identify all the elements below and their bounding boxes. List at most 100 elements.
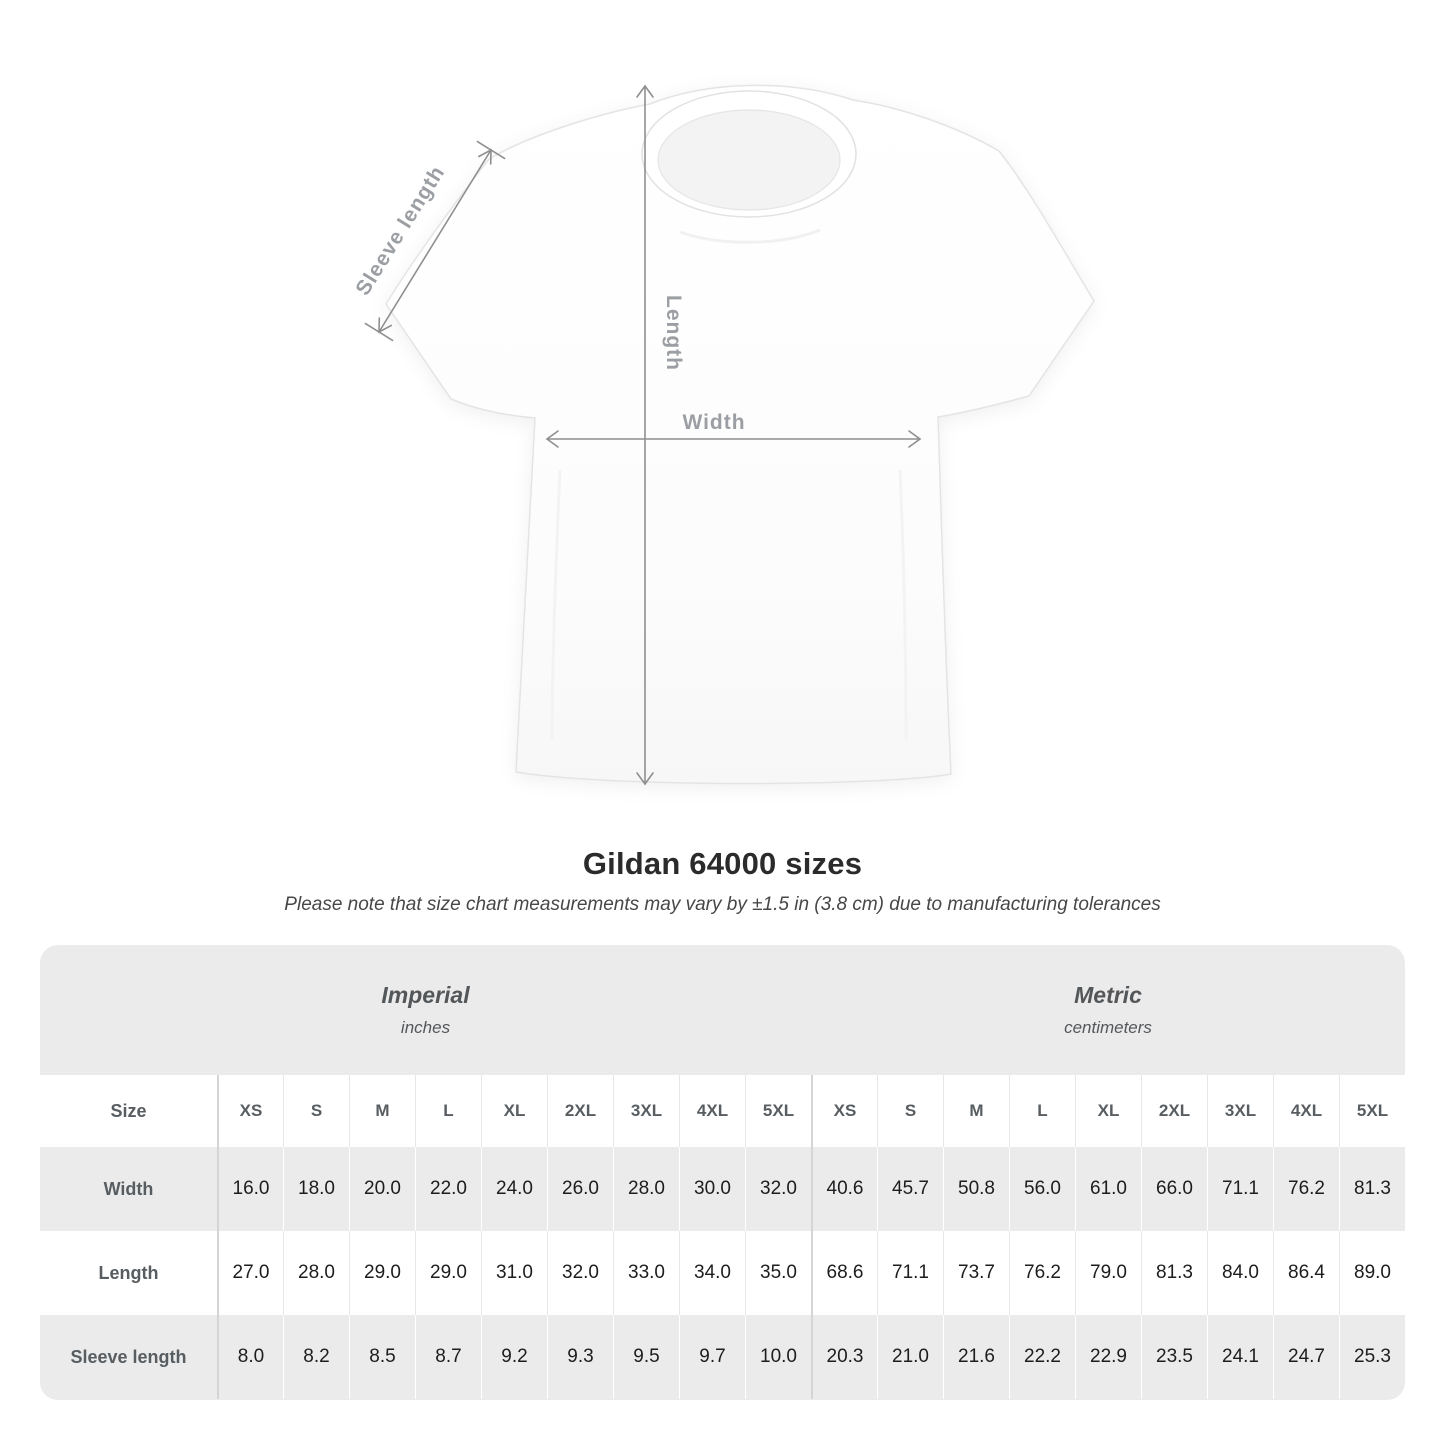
size-value-cell: 71.1	[877, 1231, 943, 1315]
size-value-cell: 29.0	[349, 1231, 415, 1315]
size-value-cell: 24.7	[1273, 1315, 1339, 1399]
size-value-cell: 9.7	[679, 1315, 745, 1399]
size-value-cell: 21.0	[877, 1315, 943, 1399]
size-value-cell: 26.0	[547, 1147, 613, 1231]
size-value-cell: 8.7	[415, 1315, 481, 1399]
size-value-cell: 9.5	[613, 1315, 679, 1399]
size-value-cell: 25.3	[1339, 1315, 1405, 1399]
size-value-cell: 24.1	[1207, 1315, 1273, 1399]
size-col-header: 4XL	[1273, 1075, 1339, 1147]
length-arrow	[636, 84, 654, 786]
size-value-cell: 10.0	[745, 1315, 811, 1399]
size-value-cell: 16.0	[217, 1147, 283, 1231]
metric-group-unit: centimeters	[1064, 1018, 1152, 1037]
tshirt-crease	[898, 469, 908, 741]
size-value-cell: 71.1	[1207, 1147, 1273, 1231]
size-value-cell: 28.0	[283, 1231, 349, 1315]
sleeve-length-arrow	[364, 140, 506, 342]
size-col-header: 3XL	[613, 1075, 679, 1147]
size-value-cell: 56.0	[1009, 1147, 1075, 1231]
size-col-header: M	[943, 1075, 1009, 1147]
unit-groups-header: Imperial inches Metric centimeters	[40, 945, 1405, 1075]
measure-row-label: Width	[40, 1147, 217, 1231]
metric-group-title: Metric	[1074, 982, 1142, 1008]
size-col-header: 5XL	[745, 1075, 811, 1147]
size-value-cell: 33.0	[613, 1231, 679, 1315]
size-value-cell: 61.0	[1075, 1147, 1141, 1231]
tolerance-note: Please note that size chart measurements…	[284, 894, 1161, 915]
size-col-header: M	[349, 1075, 415, 1147]
tshirt-diagram-svg: Width Length Sleeve length	[351, 84, 1095, 786]
size-table: Imperial inches Metric centimeters Size X…	[40, 945, 1405, 1400]
size-col-header: 5XL	[1339, 1075, 1405, 1147]
size-value-cell: 73.7	[943, 1231, 1009, 1315]
width-arrow	[545, 430, 922, 448]
size-value-cell: 84.0	[1207, 1231, 1273, 1315]
size-value-cell: 24.0	[481, 1147, 547, 1231]
size-value-cell: 89.0	[1339, 1231, 1405, 1315]
size-value-cell: 18.0	[283, 1147, 349, 1231]
size-col-header: L	[415, 1075, 481, 1147]
length-label: Length	[662, 295, 685, 371]
size-value-cell: 68.6	[811, 1231, 877, 1315]
size-value-cell: 27.0	[217, 1231, 283, 1315]
size-col-header: S	[877, 1075, 943, 1147]
size-value-cell: 35.0	[745, 1231, 811, 1315]
size-value-cell: 79.0	[1075, 1231, 1141, 1315]
size-value-cell: 32.0	[547, 1231, 613, 1315]
size-value-cell: 81.3	[1141, 1231, 1207, 1315]
size-value-cell: 40.6	[811, 1147, 877, 1231]
size-value-cell: 8.5	[349, 1315, 415, 1399]
size-col-header: 2XL	[1141, 1075, 1207, 1147]
size-value-cell: 21.6	[943, 1315, 1009, 1399]
size-col-header: XS	[811, 1075, 877, 1147]
size-col-header: 4XL	[679, 1075, 745, 1147]
size-table-grid: Size XS S M L XL 2XL 3XL 4XL 5XL XS S M L XL 2XL 3XL 4XL 5…	[40, 1075, 1405, 1399]
page-title: Gildan 64000 sizes	[582, 846, 863, 881]
metric-group-header: Metric centimeters	[811, 945, 1405, 1075]
size-value-cell: 9.3	[547, 1315, 613, 1399]
size-col-header: L	[1009, 1075, 1075, 1147]
size-value-cell: 22.9	[1075, 1315, 1141, 1399]
size-value-cell: 8.2	[283, 1315, 349, 1399]
collar-inner	[657, 109, 841, 211]
size-value-cell: 32.0	[745, 1147, 811, 1231]
tshirt-crease	[550, 469, 562, 741]
size-value-cell: 81.3	[1339, 1147, 1405, 1231]
size-col-header: XL	[1075, 1075, 1141, 1147]
measure-row-label: Length	[40, 1231, 217, 1315]
tshirt-measurement-diagram: Width Length Sleeve length	[351, 84, 1095, 786]
size-value-cell: 31.0	[481, 1231, 547, 1315]
size-value-cell: 22.2	[1009, 1315, 1075, 1399]
imperial-group-unit: inches	[400, 1018, 451, 1037]
size-value-cell: 8.0	[217, 1315, 283, 1399]
size-col-header: XS	[217, 1075, 283, 1147]
size-row-label: Size	[40, 1075, 217, 1147]
tshirt-crease	[679, 228, 821, 244]
tshirt-image	[385, 84, 1095, 785]
size-value-cell: 29.0	[415, 1231, 481, 1315]
size-col-header: 2XL	[547, 1075, 613, 1147]
size-value-cell: 23.5	[1141, 1315, 1207, 1399]
width-label: Width	[682, 411, 745, 434]
imperial-group-title: Imperial	[381, 982, 470, 1008]
size-value-cell: 9.2	[481, 1315, 547, 1399]
measure-row-label: Sleeve length	[40, 1315, 217, 1399]
size-value-cell: 30.0	[679, 1147, 745, 1231]
tshirt-body	[385, 84, 1095, 785]
size-value-cell: 50.8	[943, 1147, 1009, 1231]
size-value-cell: 34.0	[679, 1231, 745, 1315]
size-value-cell: 86.4	[1273, 1231, 1339, 1315]
size-value-cell: 20.0	[349, 1147, 415, 1231]
size-col-header: 3XL	[1207, 1075, 1273, 1147]
size-value-cell: 20.3	[811, 1315, 877, 1399]
size-col-header: S	[283, 1075, 349, 1147]
measurement-arrows	[364, 84, 922, 786]
size-value-cell: 76.2	[1273, 1147, 1339, 1231]
size-value-cell: 28.0	[613, 1147, 679, 1231]
size-value-cell: 45.7	[877, 1147, 943, 1231]
size-col-header: XL	[481, 1075, 547, 1147]
size-value-cell: 22.0	[415, 1147, 481, 1231]
imperial-group-header: Imperial inches	[40, 945, 811, 1075]
